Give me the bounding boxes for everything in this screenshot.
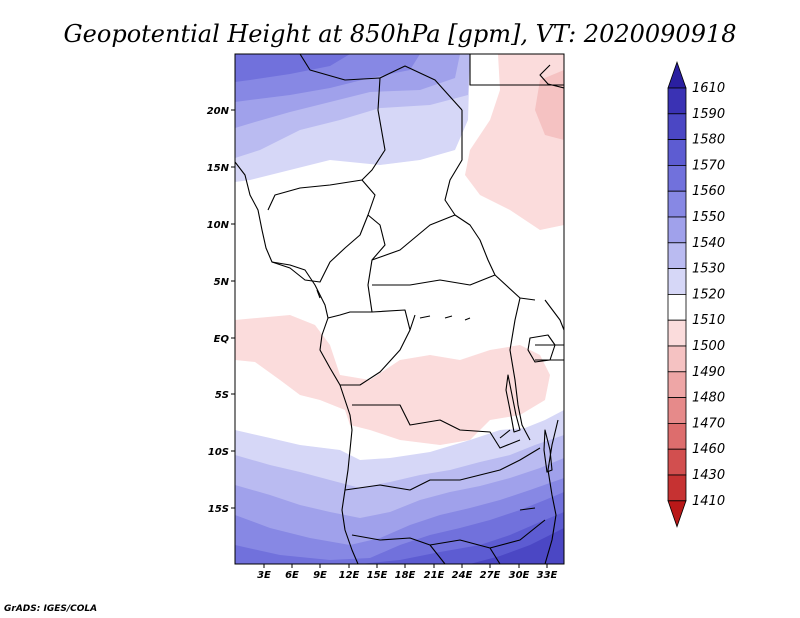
lat-label-10n: 10N (207, 220, 230, 231)
lon-label-27e: 27E (480, 570, 501, 581)
map-panel: 20N 15N 10N 5N EQ 5S 10S 15S 3E 6E 9E 12… (207, 53, 565, 581)
border-drc-south (352, 404, 521, 449)
map-title: Geopotential Height at 850hPa [gpm], VT:… (64, 20, 737, 48)
contour-1560-north (235, 54, 350, 82)
lat-label-5s: 5S (215, 390, 229, 401)
lat-label-10s: 10S (208, 447, 229, 458)
coastline-west-africa (235, 161, 359, 564)
colorbar-level-label: 1480 (692, 391, 725, 406)
colorbar-swatch (667, 345, 687, 373)
colorbar-level-label: 1580 (692, 133, 725, 148)
colorbar-bottom-arrow (667, 500, 687, 528)
colorbar-level-label: 1500 (692, 339, 725, 354)
lat-label-5n: 5N (214, 277, 230, 288)
colorbar-level-label: 1520 (692, 287, 725, 302)
border-niger-libya (379, 65, 463, 111)
colorbar-swatch (667, 87, 687, 115)
lon-ticks: 3E 6E 9E 12E 15E 18E 21E 24E 27E 30E 33E (257, 564, 558, 581)
country-borders (235, 54, 564, 564)
colorbar-level-label: 1560 (692, 184, 725, 199)
colorbar-swatch (667, 242, 687, 270)
border-congo-drc (340, 309, 416, 386)
contour-1500-tropics (235, 315, 550, 445)
colorbar-level-label: 1550 (692, 210, 725, 225)
colorbar-level-label: 1590 (692, 107, 725, 122)
lon-label-9e: 9E (313, 570, 327, 581)
coastline-east-africa (539, 64, 564, 564)
colorbar-level-label: 1610 (692, 81, 725, 96)
colorbar-swatch (667, 139, 687, 166)
colorbar-swatch (667, 422, 687, 450)
lake-tanganyika (505, 374, 521, 433)
lon-label-33e: 33E (537, 570, 558, 581)
border-cameroon (327, 214, 386, 319)
colorbar-swatch (667, 293, 687, 321)
colorbar-level-label: 1430 (692, 468, 725, 483)
lon-label-24e: 24E (452, 570, 473, 581)
colorbar-swatch (667, 448, 687, 476)
colorbar-level-label: 1490 (692, 365, 725, 380)
lat-label-15s: 15S (208, 504, 229, 515)
colorbar-swatch (667, 190, 687, 218)
lat-label-15n: 15N (207, 163, 230, 174)
lake-malawi (543, 429, 553, 473)
lon-label-18e: 18E (395, 570, 416, 581)
lon-label-12e: 12E (339, 570, 360, 581)
colorbar-top-arrow (667, 60, 687, 89)
lat-label-20n: 20N (207, 106, 230, 117)
grads-credit: GrADS: IGES/COLA (4, 604, 97, 614)
border-mali-niger (299, 54, 386, 181)
border-southern (351, 519, 546, 564)
colorbar-level-label: 1570 (692, 158, 725, 173)
colorbar-swatch (667, 164, 687, 192)
colorbar-swatch (667, 474, 687, 502)
river-marks (316, 289, 536, 511)
border-angola-zambia (344, 447, 541, 491)
colorbar-level-label: 1410 (692, 494, 725, 509)
colorbar-swatch (667, 216, 687, 244)
border-east-lakes (509, 297, 564, 441)
lon-label-6e: 6E (285, 570, 299, 581)
height-field (235, 54, 564, 564)
lake-victoria (527, 334, 556, 363)
colorbar-level-label: 1510 (692, 313, 725, 328)
colorbar-swatch (667, 319, 687, 347)
lat-label-eq: EQ (214, 334, 230, 345)
lon-label-15e: 15E (367, 570, 388, 581)
contour-1580-south (470, 528, 564, 564)
colorbar-labels: 1610 1590 1580 1570 1560 1550 1540 1530 1520 1510… (692, 81, 725, 509)
map-frame (234, 53, 565, 565)
colorbar-level-label: 1460 (692, 442, 725, 457)
lon-label-30e: 30E (509, 570, 530, 581)
lat-ticks: 20N 15N 10N 5N EQ 5S 10S 15S (207, 106, 235, 515)
colorbar-level-label: 1540 (692, 236, 725, 251)
colorbar-swatch (667, 268, 687, 295)
lon-label-3e: 3E (257, 570, 271, 581)
contour-1490-northeast (535, 70, 564, 140)
colorbar-level-label: 1470 (692, 416, 725, 431)
contour-1570-south (360, 512, 564, 564)
colorbar-level-label: 1530 (692, 262, 725, 277)
colorbar-swatch (667, 113, 687, 141)
colorbar (667, 60, 687, 528)
colorbar-swatch (667, 371, 687, 398)
border-nigeria (267, 179, 376, 283)
lon-label-21e: 21E (424, 570, 445, 581)
colorbar-swatch (667, 397, 687, 424)
